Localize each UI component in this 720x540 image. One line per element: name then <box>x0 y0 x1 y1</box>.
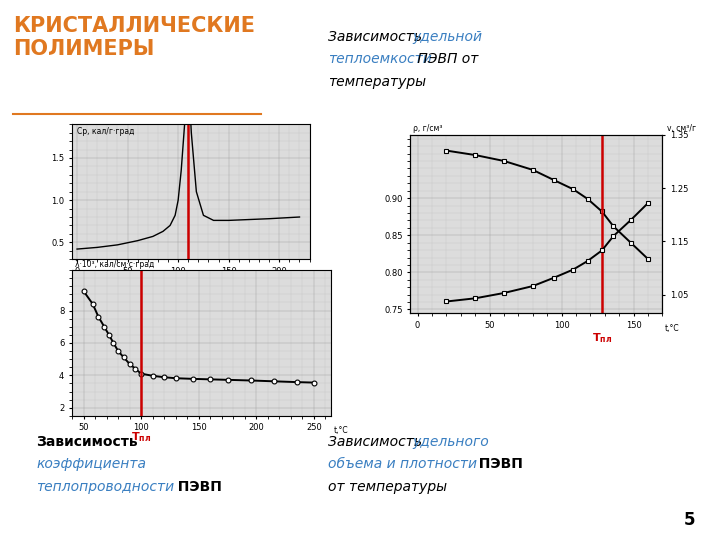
Text: объема и плотности: объема и плотности <box>328 457 477 471</box>
Text: Зависимость: Зависимость <box>328 30 426 44</box>
Text: удельного: удельного <box>413 435 490 449</box>
Text: Зависимость: Зависимость <box>328 435 426 449</box>
Text: $\mathbf{T}$$\mathbf{_{пл}}$: $\mathbf{T}$$\mathbf{_{пл}}$ <box>179 276 198 291</box>
Text: ПЭВП: ПЭВП <box>168 480 222 494</box>
Text: $\mathbf{T}$$\mathbf{_{пл}}$: $\mathbf{T}$$\mathbf{_{пл}}$ <box>131 430 151 444</box>
Text: температуры: температуры <box>328 75 426 89</box>
Text: Зависимость: Зависимость <box>36 435 138 449</box>
Text: v, см³/г: v, см³/г <box>667 124 696 133</box>
Text: ПЭВП от: ПЭВП от <box>413 52 478 66</box>
Text: 5: 5 <box>683 511 695 529</box>
Text: теплоемкости: теплоемкости <box>328 52 431 66</box>
Text: ПЭВП: ПЭВП <box>469 457 523 471</box>
Text: КРИСТАЛЛИЧЕСКИЕ
ПОЛИМЕРЫ: КРИСТАЛЛИЧЕСКИЕ ПОЛИМЕРЫ <box>13 16 255 59</box>
Text: t,°C: t,°C <box>334 426 348 435</box>
Text: удельной: удельной <box>413 30 482 44</box>
Text: $\mathbf{T}$$\mathbf{_{пл}}$: $\mathbf{T}$$\mathbf{_{пл}}$ <box>592 331 612 345</box>
Text: теплопроводности: теплопроводности <box>36 480 174 494</box>
Text: λ·10³, кал/см·с·град: λ·10³, кал/см·с·град <box>75 260 154 268</box>
Text: t,°C: t,°C <box>665 324 680 333</box>
Text: ρ, г/см³: ρ, г/см³ <box>413 124 442 133</box>
Text: от температуры: от температуры <box>328 480 446 494</box>
Text: Cp, кал/г·град: Cp, кал/г·град <box>77 127 134 136</box>
Text: t,°C: t,°C <box>312 270 327 279</box>
Text: коэффициента: коэффициента <box>36 457 146 471</box>
